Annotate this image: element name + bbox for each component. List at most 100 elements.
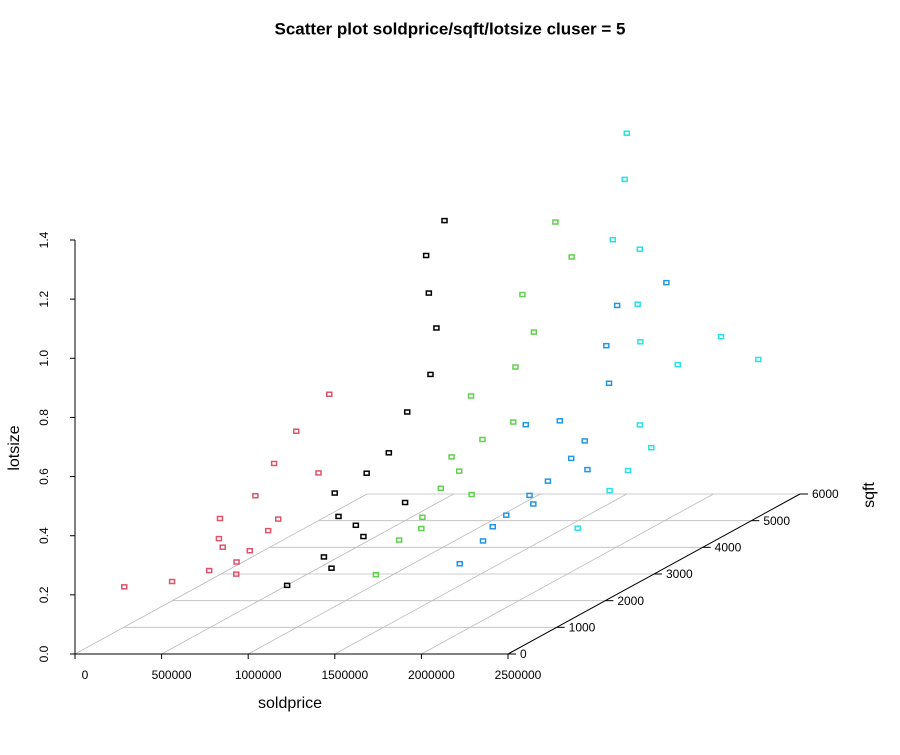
point — [437, 485, 445, 492]
point — [233, 559, 240, 565]
point — [468, 491, 475, 498]
x-axis-label: soldprice — [258, 695, 322, 712]
point — [567, 455, 575, 462]
point — [634, 301, 641, 307]
z-tick-label: 0.8 — [37, 409, 51, 426]
point — [246, 547, 254, 554]
point — [568, 254, 575, 260]
point — [216, 515, 224, 522]
point — [395, 537, 403, 543]
point — [205, 567, 213, 574]
y-tick-label: 5000 — [763, 514, 790, 528]
point — [606, 487, 613, 494]
chart-title: Scatter plot soldprice/sqft/lotsize clus… — [275, 19, 626, 38]
z-tick-label: 0.4 — [37, 527, 51, 544]
point — [331, 490, 338, 496]
point — [581, 438, 588, 444]
point — [326, 391, 333, 397]
z-tick-label: 0.6 — [37, 468, 51, 485]
point — [526, 492, 533, 499]
z-tick-label: 1.2 — [37, 290, 51, 307]
point — [403, 409, 411, 415]
y-axis-label: sqft — [861, 482, 878, 508]
point — [363, 470, 370, 476]
x-tick-label: 500000 — [152, 668, 192, 682]
y-tick-label: 2000 — [617, 594, 644, 608]
point — [120, 584, 128, 590]
point — [455, 468, 463, 474]
point — [401, 499, 409, 506]
point — [624, 467, 632, 474]
x-tick-label: 1000000 — [235, 668, 282, 682]
point — [552, 219, 559, 225]
y-tick-label: 4000 — [715, 541, 742, 555]
point — [574, 525, 581, 531]
point — [605, 380, 613, 386]
point — [441, 217, 448, 224]
point — [252, 492, 259, 499]
point — [755, 356, 762, 363]
x-tick-label: 0 — [82, 668, 89, 682]
point — [623, 130, 631, 136]
point — [584, 466, 591, 473]
point — [418, 525, 425, 532]
point — [519, 291, 526, 298]
point — [419, 514, 426, 521]
point — [360, 533, 367, 540]
point — [448, 454, 455, 460]
z-axis-label: lotsize — [6, 425, 23, 470]
point — [335, 513, 342, 520]
point — [556, 418, 564, 424]
point — [264, 527, 272, 534]
point — [522, 421, 529, 428]
point — [315, 470, 322, 476]
point — [352, 522, 360, 529]
point — [385, 450, 393, 456]
point — [503, 512, 510, 518]
point — [422, 252, 430, 259]
point — [637, 339, 644, 345]
point — [621, 176, 628, 183]
point — [427, 371, 434, 378]
y-tick-label: 1000 — [569, 621, 596, 635]
point — [270, 460, 278, 467]
point — [489, 523, 497, 530]
point — [372, 571, 380, 578]
point — [544, 478, 552, 484]
point — [717, 333, 725, 340]
point — [425, 290, 433, 296]
y-tick-label: 6000 — [812, 487, 839, 501]
point — [456, 560, 464, 567]
y-tick-label: 0 — [520, 647, 527, 661]
point — [479, 436, 486, 443]
x-tick-label: 2000000 — [408, 668, 455, 682]
point — [530, 501, 537, 507]
point — [467, 393, 475, 399]
z-tick-label: 0.0 — [37, 645, 51, 662]
z-tick-label: 1.0 — [37, 350, 51, 367]
z-tick-label: 0.2 — [37, 586, 51, 603]
point — [293, 428, 300, 434]
point — [232, 571, 240, 577]
point — [274, 516, 282, 522]
point — [320, 554, 328, 560]
point — [609, 236, 617, 243]
point — [530, 329, 538, 335]
point — [433, 325, 440, 331]
point — [636, 246, 644, 252]
point — [613, 302, 621, 309]
point — [168, 578, 176, 585]
point — [510, 419, 517, 425]
z-tick-label: 1.4 — [37, 231, 51, 248]
y-tick-label: 3000 — [666, 567, 693, 581]
point — [219, 544, 226, 550]
point — [479, 538, 487, 544]
x-tick-label: 1500000 — [321, 668, 368, 682]
point — [512, 364, 519, 370]
point — [636, 422, 644, 428]
point — [663, 279, 670, 286]
x-tick-label: 2500000 — [495, 668, 542, 682]
point — [648, 444, 655, 451]
